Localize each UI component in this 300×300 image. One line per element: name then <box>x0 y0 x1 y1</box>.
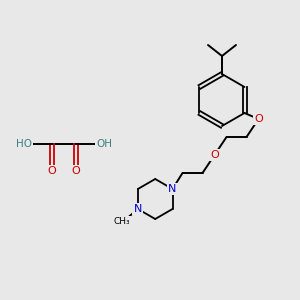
Text: O: O <box>254 114 263 124</box>
Text: CH₃: CH₃ <box>114 218 130 226</box>
Text: N: N <box>168 184 177 194</box>
Text: O: O <box>210 150 219 160</box>
Text: O: O <box>48 166 56 176</box>
Text: N: N <box>168 184 177 194</box>
Text: HO: HO <box>16 139 32 149</box>
Text: O: O <box>72 166 80 176</box>
Text: N: N <box>134 204 142 214</box>
Text: OH: OH <box>96 139 112 149</box>
